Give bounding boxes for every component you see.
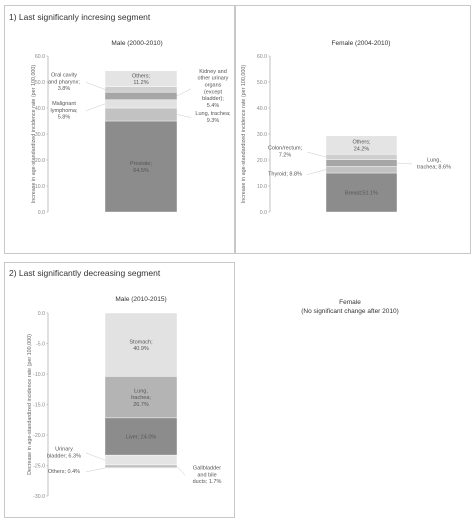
y-tick-label: -10.0 [33, 372, 45, 378]
y-tick-label: 40.0 [35, 106, 45, 112]
bar-segment-male_dec-3 [104, 454, 178, 466]
bar-label-female_inc-4: 24.2% [354, 146, 370, 152]
bar-label-male_dec-2: Liver; 24.0% [126, 435, 157, 441]
bar-segment-male_dec-2 [104, 417, 178, 456]
bar-label-male_inc-5: Others; [132, 73, 151, 79]
bar-label-male_inc-3: other urinary [198, 76, 229, 82]
bar-label-male_inc-0: 64.5% [133, 168, 149, 174]
bar-label-male_inc-2: lymphoma; [51, 108, 78, 114]
bar-segment-female_inc-0 [325, 172, 398, 213]
bar-label-female_inc-2: trachea; 8.6% [417, 164, 451, 170]
bar-label-male_dec-4: Gallbladder [193, 465, 221, 471]
chart-title-male-increase: Male (2000-2010) [111, 40, 163, 47]
bar-segment-male_inc-3 [104, 91, 178, 100]
y-tick-label: 10.0 [257, 184, 267, 190]
leader-line [306, 169, 327, 175]
y-tick-label: 10.0 [35, 184, 45, 190]
bar-label-male_inc-2: 5.8% [58, 115, 71, 121]
bar-label-female_inc-3: 7.2% [279, 152, 292, 158]
leader-line [306, 151, 327, 158]
bar-label-male_dec-4: and bile [197, 472, 216, 478]
bar-segment-male_inc-4 [104, 86, 178, 93]
bar-segment-female_inc-3 [325, 154, 398, 160]
bar-label-male_dec-1: trachea; [131, 395, 151, 401]
bar-segment-female_inc-2 [325, 159, 398, 167]
bar-segment-male_inc-1 [104, 107, 178, 122]
y-axis-title: Decrease in age-standardized incidence r… [27, 334, 33, 475]
y-tick-label: -30.0 [33, 494, 45, 500]
leader-line [396, 162, 413, 165]
bar-label-male_dec-4: ducts; 1.7% [193, 479, 222, 485]
y-tick-label: 30.0 [257, 132, 267, 138]
bar-segment-male_dec-0 [104, 312, 178, 377]
leader-line [85, 82, 106, 90]
chart-title-male-decrease: Male (2010-2015) [115, 296, 167, 303]
bar-label-female_inc-4: Others; [352, 140, 371, 146]
bar-segment-female_inc-4 [325, 135, 398, 155]
section-title-increasing: 1) Last significanly incresing segment [9, 12, 151, 22]
y-tick-label: 60.0 [35, 54, 45, 60]
bar-label-male_dec-3: Urinary [55, 447, 73, 453]
y-tick-label: -25.0 [33, 464, 45, 470]
bar-label-male_dec-5: Others; 0.4% [48, 469, 80, 475]
bar-segment-male_dec-5 [104, 467, 178, 469]
bar-label-male_inc-4: Oral cavity [51, 73, 77, 79]
bar-label-male_inc-4: and pharynx; [48, 79, 80, 85]
leader-line [176, 466, 186, 476]
bar-label-female_inc-2: Lung, [427, 158, 441, 164]
y-axis-title: Increase in age-standardized incidence r… [31, 65, 37, 204]
y-tick-label: 50.0 [35, 80, 45, 86]
y-axis-title: Increase in age-standardized incidence r… [241, 65, 247, 204]
y-tick-label: 0.0 [38, 210, 45, 216]
y-tick-label: -20.0 [33, 433, 45, 439]
bar-label-male_dec-1: Lung, [134, 388, 148, 394]
bar-segment-male_inc-5 [104, 70, 178, 87]
y-tick-label: 20.0 [35, 158, 45, 164]
y-tick-label: 50.0 [257, 80, 267, 86]
section-title-decreasing: 2) Last significantly decreasing segment [9, 268, 161, 278]
bar-label-male_inc-1: Lung, trachea; [195, 111, 231, 117]
y-tick-label: -15.0 [33, 403, 45, 409]
bar-label-male_inc-3: Kidney and [199, 69, 227, 75]
bar-label-male_inc-3: (except [204, 89, 223, 95]
bar-label-male_dec-0: Stomach; [129, 339, 153, 345]
bar-label-female_inc-0: Breast;51.1% [345, 191, 378, 197]
leader-line [85, 467, 106, 473]
bar-label-male_inc-5: 11.2% [133, 80, 148, 86]
bar-label-male_inc-3: organs [205, 83, 222, 89]
bar-segment-female_inc-1 [325, 166, 398, 174]
bar-label-male_inc-4: 3.8% [58, 86, 71, 92]
leader-line [176, 114, 192, 118]
bar-label-female_inc-3: Colon/rectum; [268, 146, 303, 152]
y-tick-label: 0.0 [260, 210, 267, 216]
bar-label-male_dec-1: 26.7% [133, 402, 149, 408]
y-tick-label: 40.0 [257, 106, 267, 112]
bar-label-female_inc-1: Thyroid; 8.8% [268, 172, 302, 178]
y-tick-label: 60.0 [257, 54, 267, 60]
bar-label-male_inc-1: 9.3% [207, 118, 220, 124]
female-no-change-note: Female (No significant change after 2010… [270, 298, 430, 317]
chart-title-female-increase: Female (2004-2010) [331, 40, 391, 47]
y-tick-label: -5.0 [36, 342, 45, 348]
y-tick-label: 30.0 [35, 132, 45, 138]
y-tick-label: 20.0 [257, 158, 267, 164]
bar-label-male_inc-0: Prostate; [130, 161, 152, 167]
bar-label-male_dec-3: bladder; 6.3% [47, 453, 81, 459]
leader-line [85, 103, 106, 112]
bar-segment-male_dec-1 [104, 376, 178, 419]
bar-label-male_inc-3: 5.4% [207, 103, 220, 109]
leader-line [176, 88, 192, 97]
female-note-title: Female [339, 299, 361, 306]
bar-segment-male_inc-2 [104, 99, 178, 109]
leader-line [85, 452, 106, 461]
bar-label-male_dec-0: 40.9% [133, 346, 149, 352]
bar-segment-male_dec-4 [104, 464, 178, 468]
y-tick-label: 0.0 [38, 311, 45, 317]
bar-label-male_inc-3: bladder); [202, 96, 224, 102]
female-note-subtitle: (No significant change after 2010) [301, 308, 399, 316]
panel-female-increase [235, 5, 471, 254]
bar-label-male_inc-2: Malignant [52, 101, 76, 107]
